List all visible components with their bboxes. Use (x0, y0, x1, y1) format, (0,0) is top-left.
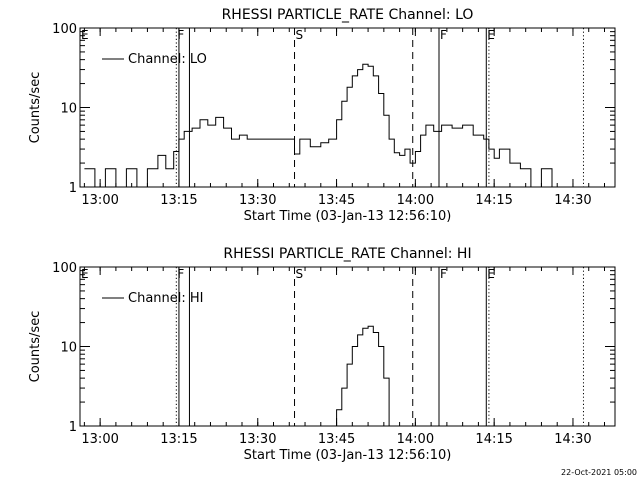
x-tick-label: 14:00 (397, 432, 434, 447)
chart-title: RHESSI PARTICLE_RATE Channel: LO (222, 7, 474, 23)
series-line (331, 325, 390, 427)
x-tick-label: 14:15 (475, 193, 512, 208)
x-tick-label: 13:00 (81, 193, 118, 208)
x-tick-label: 13:00 (81, 432, 118, 447)
event-marker-label: S (296, 28, 304, 42)
event-marker-label: S (296, 267, 304, 281)
series-line (84, 63, 584, 188)
y-tick-label: 10 (60, 341, 77, 356)
y-tick-label: 100 (52, 22, 77, 37)
x-tick-label: 13:15 (160, 193, 197, 208)
y-tick-label: 1 (69, 420, 77, 435)
x-tick-label: 13:30 (239, 193, 276, 208)
x-tick-label: 13:15 (160, 432, 197, 447)
y-axis-label: Counts/sec (28, 72, 43, 144)
event-marker-label: E (487, 267, 495, 281)
event-marker-label: E (81, 28, 89, 42)
chart-title: RHESSI PARTICLE_RATE Channel: HI (223, 246, 471, 262)
event-marker-label: E (81, 267, 89, 281)
event-marker-label: F (177, 28, 184, 42)
y-tick-label: 1 (69, 181, 77, 196)
x-axis-label: Start Time (03-Jan-13 12:56:10) (244, 209, 452, 224)
y-tick-label: 100 (52, 261, 77, 276)
x-axis-label: Start Time (03-Jan-13 12:56:10) (244, 448, 452, 463)
event-marker-label: E (487, 28, 495, 42)
x-tick-label: 13:30 (239, 432, 276, 447)
x-tick-label: 14:00 (397, 193, 434, 208)
x-tick-label: 13:45 (318, 432, 355, 447)
legend-entry: Channel: LO (128, 52, 207, 67)
event-marker-label: F (440, 267, 447, 281)
x-tick-label: 14:30 (554, 432, 591, 447)
x-tick-label: 14:15 (475, 432, 512, 447)
legend-entry: Channel: HI (128, 291, 204, 306)
footer-timestamp: 22-Oct-2021 05:00 (561, 468, 637, 477)
y-axis-label: Counts/sec (28, 311, 43, 383)
y-tick-label: 10 (60, 102, 77, 117)
x-tick-label: 14:30 (554, 193, 591, 208)
event-marker-label: F (440, 28, 447, 42)
chart-panel-2: RHESSI PARTICLE_RATE Channel: HI Start Ti… (28, 246, 616, 463)
chart-panel-1: RHESSI PARTICLE_RATE Channel: LO Start Ti… (28, 7, 616, 224)
x-tick-label: 13:45 (318, 193, 355, 208)
event-marker-label: F (177, 267, 184, 281)
